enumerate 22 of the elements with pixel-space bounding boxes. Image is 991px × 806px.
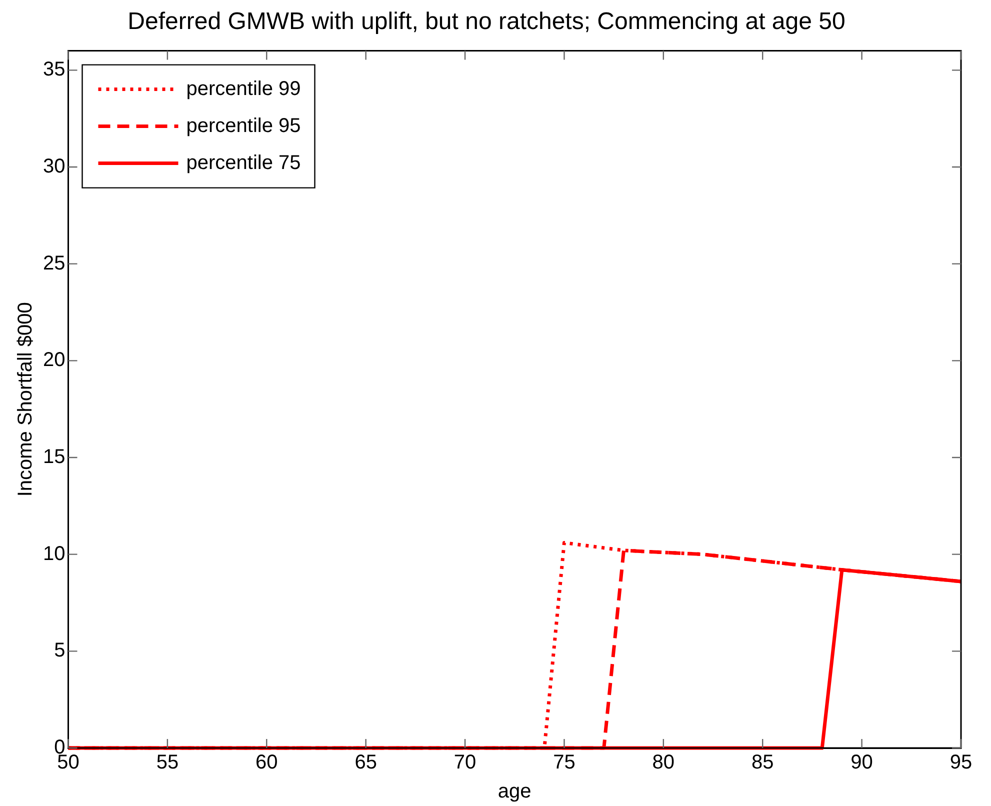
legend-label: percentile 95 bbox=[186, 114, 301, 137]
y-tick-label: 30 bbox=[42, 156, 66, 178]
y-axis-title: Income Shortfall $000 bbox=[14, 302, 37, 497]
y-tick-label: 5 bbox=[54, 640, 66, 662]
x-axis-title: age bbox=[498, 780, 532, 803]
y-tick-label: 10 bbox=[42, 542, 66, 565]
x-tick-label: 85 bbox=[751, 752, 774, 774]
x-tick-label: 60 bbox=[256, 752, 278, 774]
y-tick-label: 15 bbox=[42, 446, 66, 468]
y-tick-label: 20 bbox=[42, 349, 66, 372]
x-tick-label: 70 bbox=[454, 752, 476, 774]
x-tick-label: 55 bbox=[156, 752, 179, 774]
x-tick-label: 75 bbox=[553, 752, 576, 774]
x-tick-label: 80 bbox=[652, 752, 675, 774]
chart-title: Deferred GMWB with uplift, but no ratchets; Commencing at age 50 bbox=[128, 8, 846, 36]
x-tick-label: 95 bbox=[950, 752, 972, 774]
y-tick-label: 35 bbox=[42, 58, 66, 81]
x-tick-label: 65 bbox=[354, 752, 377, 774]
legend-label: percentile 99 bbox=[186, 78, 301, 100]
x-tick-label: 90 bbox=[850, 752, 873, 774]
y-tick-label: 25 bbox=[42, 252, 66, 274]
legend-label: percentile 75 bbox=[186, 152, 301, 174]
